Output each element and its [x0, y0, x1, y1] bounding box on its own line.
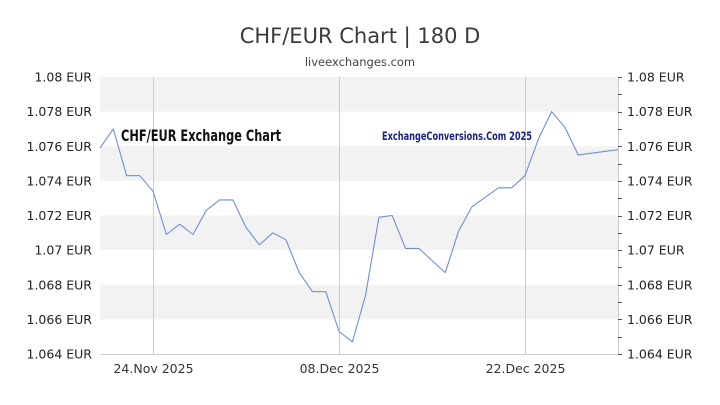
y-tick-label-left: 1.066 EUR	[27, 312, 93, 327]
y-tick-label-left: 1.07 EUR	[34, 243, 92, 258]
y-tick-label-left: 1.064 EUR	[27, 347, 93, 362]
grid-band	[100, 146, 618, 181]
grid-bands	[100, 77, 618, 320]
grid-band	[100, 77, 618, 112]
grid-band	[100, 215, 618, 251]
right-axis-ticks	[618, 77, 622, 355]
y-tick-label-left: 1.068 EUR	[27, 277, 93, 292]
chart-title: CHF/EUR Chart | 180 D	[239, 24, 481, 48]
x-tick-label: 08.Dec 2025	[300, 361, 380, 376]
chart-subtitle: liveexchanges.com	[304, 55, 416, 69]
y-tick-label-right: 1.07 EUR	[627, 243, 685, 258]
y-tick-label-right: 1.08 EUR	[627, 70, 685, 85]
y-tick-label-right: 1.068 EUR	[627, 277, 693, 292]
watermark-left: CHF/EUR Exchange Chart	[121, 126, 281, 145]
vertical-gridlines	[153, 77, 526, 354]
y-tick-label-left: 1.078 EUR	[27, 104, 93, 119]
y-tick-label-right: 1.078 EUR	[627, 104, 693, 119]
y-axis-labels-left: 1.08 EUR 1.078 EUR 1.076 EUR 1.074 EUR 1.072…	[27, 70, 93, 362]
y-tick-label-left: 1.074 EUR	[27, 173, 93, 188]
y-tick-label-left: 1.072 EUR	[27, 208, 93, 223]
x-tick-label: 22.Dec 2025	[486, 361, 566, 376]
series-line-chf-eur	[99, 111, 619, 343]
watermark-right: ExchangeConversions.Com 2025	[382, 129, 532, 143]
x-tick-label: 24.Nov 2025	[113, 361, 193, 376]
y-tick-label-left: 1.076 EUR	[27, 139, 93, 154]
y-tick-label-right: 1.076 EUR	[627, 139, 693, 154]
y-axis-labels-right: 1.08 EUR 1.078 EUR 1.076 EUR 1.074 EUR 1.072…	[627, 70, 693, 362]
y-tick-label-right: 1.064 EUR	[627, 347, 693, 362]
x-axis-labels: 24.Nov 2025 08.Dec 2025 22.Dec 2025	[113, 361, 565, 376]
y-tick-label-right: 1.074 EUR	[627, 173, 693, 188]
grid-band	[100, 284, 618, 320]
y-tick-label-left: 1.08 EUR	[34, 70, 92, 85]
y-tick-label-right: 1.072 EUR	[627, 208, 693, 223]
y-tick-label-right: 1.066 EUR	[627, 312, 693, 327]
